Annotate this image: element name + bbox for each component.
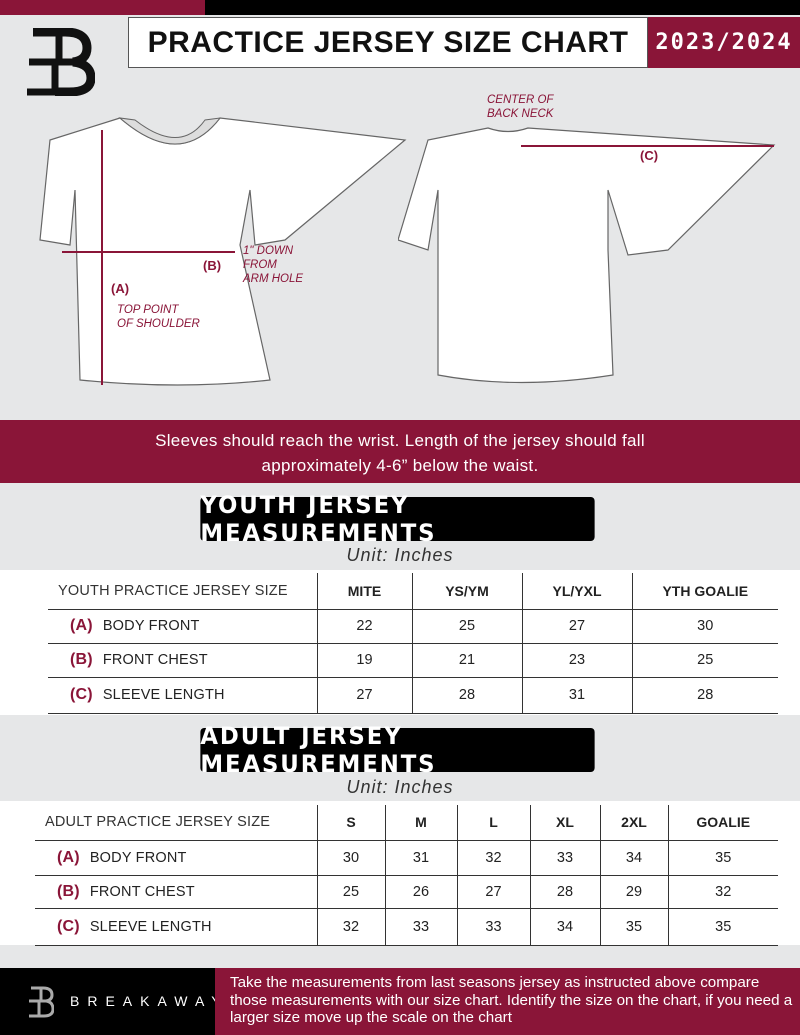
header-cell: XL xyxy=(529,805,600,841)
footer-logo-icon xyxy=(29,986,54,1018)
cell: 27 xyxy=(521,609,632,644)
youth-section-title: YOUTH JERSEY MEASUREMENTS xyxy=(200,491,595,547)
adult-table: ADULT PRACTICE JERSEY SIZE S M L XL 2XL … xyxy=(35,805,778,946)
cell: 33 xyxy=(384,908,457,946)
cell: 34 xyxy=(529,908,600,946)
cell: 30 xyxy=(631,609,778,644)
row-label: SLEEVE LENGTH xyxy=(102,687,225,703)
jersey-back-diagram xyxy=(398,127,776,384)
cell: 30 xyxy=(316,840,385,876)
label-b: (B) xyxy=(203,258,222,273)
table-row: (A) BODY FRONT 30 31 32 33 34 35 xyxy=(35,840,778,876)
cell: 32 xyxy=(667,875,778,909)
cell: 32 xyxy=(316,908,385,946)
cell: 28 xyxy=(411,677,522,714)
footer-brand-name: BREAKAWAY xyxy=(70,993,229,1009)
row-letter: (C) xyxy=(57,917,80,935)
row-label: FRONT CHEST xyxy=(89,883,195,900)
page-title: PRACTICE JERSEY SIZE CHART xyxy=(128,17,648,68)
instructions-text: Sleeves should reach the wrist. Length o… xyxy=(155,431,645,475)
adult-section-title: ADULT JERSEY MEASUREMENTS xyxy=(200,722,595,778)
row-letter: (A) xyxy=(70,617,93,634)
table-row: (B) FRONT CHEST 19 21 23 25 xyxy=(48,643,778,678)
cell: 34 xyxy=(599,840,668,876)
note-c: CENTER OF BACK NECK xyxy=(487,94,554,120)
cell: 25 xyxy=(316,875,385,909)
youth-table: YOUTH PRACTICE JERSEY SIZE MITE YS/YM YL… xyxy=(48,573,778,714)
note-a: TOP POINT OF SHOULDER xyxy=(117,304,200,330)
jersey-front-diagram xyxy=(39,117,407,386)
cell: 31 xyxy=(384,840,457,876)
table-row: (A) BODY FRONT 22 25 27 30 xyxy=(48,609,778,644)
header-cell: MITE xyxy=(316,573,412,610)
header-cell: YL/YXL xyxy=(521,573,632,610)
cell: 26 xyxy=(384,875,457,909)
cell: 27 xyxy=(456,875,530,909)
cell: 28 xyxy=(529,875,600,909)
row-label: SLEEVE LENGTH xyxy=(89,918,212,935)
season-label: 2023/2024 xyxy=(648,17,800,68)
cell: 21 xyxy=(411,643,522,678)
row-letter: (C) xyxy=(70,686,93,703)
top-black-bar xyxy=(205,0,800,15)
table-row: (B) FRONT CHEST 25 26 27 28 29 32 xyxy=(35,875,778,909)
header-cell: YTH GOALIE xyxy=(631,573,778,610)
header-cell: ADULT PRACTICE JERSEY SIZE xyxy=(35,805,317,841)
cell: 19 xyxy=(316,643,412,678)
cell: 31 xyxy=(521,677,632,714)
cell: 28 xyxy=(631,677,778,714)
table-row: (C) SLEEVE LENGTH 32 33 33 34 35 35 xyxy=(35,908,778,946)
cell: 33 xyxy=(456,908,530,946)
cell: 32 xyxy=(456,840,530,876)
header-cell: YS/YM xyxy=(411,573,522,610)
cell: 35 xyxy=(667,908,778,946)
cell: 25 xyxy=(631,643,778,678)
cell: 22 xyxy=(316,609,412,644)
row-letter: (B) xyxy=(70,651,93,668)
table-row: (C) SLEEVE LENGTH 27 28 31 28 xyxy=(48,677,778,714)
header-cell: YOUTH PRACTICE JERSEY SIZE xyxy=(48,573,317,610)
row-label: BODY FRONT xyxy=(102,618,200,634)
cell: 23 xyxy=(521,643,632,678)
youth-unit: Unit: Inches xyxy=(346,545,454,565)
cell: 25 xyxy=(411,609,522,644)
cell: 27 xyxy=(316,677,412,714)
cell: 29 xyxy=(599,875,668,909)
cell: 35 xyxy=(667,840,778,876)
row-label: BODY FRONT xyxy=(89,849,187,866)
header-cell: M xyxy=(384,805,457,841)
adult-unit: Unit: Inches xyxy=(346,777,454,797)
cell: 33 xyxy=(529,840,600,876)
row-letter: (B) xyxy=(57,882,80,900)
adult-header-row: ADULT PRACTICE JERSEY SIZE S M L XL 2XL … xyxy=(35,805,778,841)
brand-logo xyxy=(27,28,95,96)
row-label: FRONT CHEST xyxy=(102,652,208,668)
instructions-banner: Sleeves should reach the wrist. Length o… xyxy=(0,420,800,483)
header-cell: L xyxy=(456,805,530,841)
header-cell: GOALIE xyxy=(667,805,778,841)
top-accent-bar xyxy=(0,0,205,15)
note-b: 1" DOWN FROM ARM HOLE xyxy=(243,245,304,285)
label-a: (A) xyxy=(111,281,130,296)
header-cell: 2XL xyxy=(599,805,668,841)
cell: 35 xyxy=(599,908,668,946)
row-letter: (A) xyxy=(57,848,80,866)
footer-instructions: Take the measurements from last seasons … xyxy=(215,968,800,1035)
header-cell: S xyxy=(316,805,385,841)
youth-header-row: YOUTH PRACTICE JERSEY SIZE MITE YS/YM YL… xyxy=(48,573,778,610)
label-c: (C) xyxy=(640,148,659,163)
